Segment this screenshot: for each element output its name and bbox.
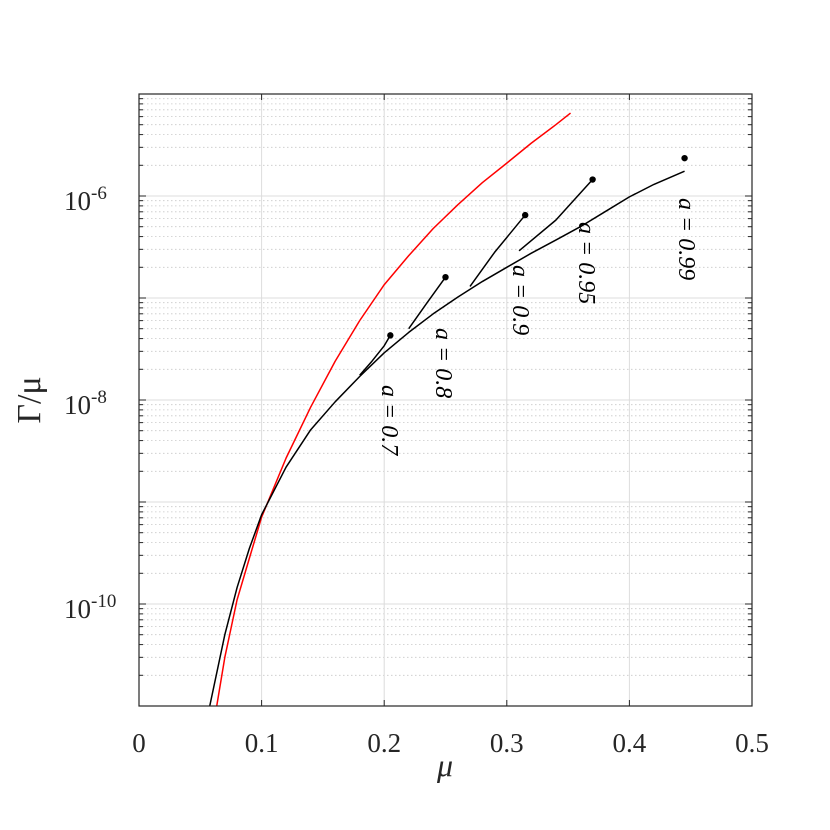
annotation-label: a = 0.99: [673, 198, 699, 280]
y-tick-exponent: -10: [91, 591, 116, 612]
annotation-label: a = 0.8: [430, 328, 456, 398]
endpoint-marker: [681, 154, 688, 162]
endpoint-marker: [589, 176, 596, 183]
y-axis-label: Γ/μ: [11, 376, 48, 423]
annotation-label: a = 0.95: [573, 222, 599, 304]
endpoint-marker: [521, 211, 529, 219]
series-line-3: [408, 276, 447, 330]
y-tick-label: 10-6: [64, 183, 107, 216]
x-tick-labels: 0 0.1 0.2 0.3 0.4 0.5: [132, 728, 769, 758]
annotation-label: a = 0.7: [376, 385, 402, 456]
y-tick-exponent: -6: [91, 183, 107, 204]
endpoint-marker: [387, 332, 394, 339]
series-line-2: [359, 335, 391, 376]
y-tick-base: 10: [64, 390, 91, 420]
annotation-label: a = 0.9: [507, 265, 533, 335]
series-group: [209, 112, 685, 706]
x-tick-label: 0.2: [367, 728, 401, 758]
series-line-0: [215, 112, 572, 706]
x-tick-label: 0.1: [245, 728, 279, 758]
annotations: a = 0.7 a = 0.8 a = 0.9 a = 0.95 a = 0.99: [376, 198, 699, 456]
series-line-5: [518, 179, 594, 252]
ticks: [138, 94, 753, 707]
x-axis-label: μ: [436, 747, 453, 783]
y-tick-base: 10: [64, 186, 91, 216]
x-tick-label: 0.5: [735, 728, 769, 758]
y-tick-base: 10: [64, 594, 91, 624]
endpoint-marker: [442, 273, 449, 281]
series-line-1: [209, 170, 685, 706]
y-tick-exponent: -8: [91, 387, 107, 408]
x-tick-label: 0.3: [490, 728, 524, 758]
endpoint-markers: [387, 154, 688, 339]
y-tick-label: 10-8: [64, 387, 107, 420]
x-tick-label: 0: [132, 728, 146, 758]
series-line-4: [469, 214, 526, 287]
x-tick-label: 0.4: [613, 728, 647, 758]
y-tick-label: 10-10: [64, 591, 116, 624]
